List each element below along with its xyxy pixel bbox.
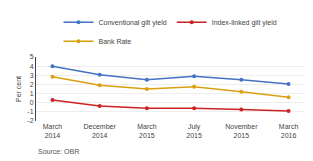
svg-text:2: 2	[30, 81, 34, 88]
svg-text:Conventional gilt yield: Conventional gilt yield	[99, 19, 167, 27]
svg-text:Index-linked gilt yield: Index-linked gilt yield	[212, 19, 277, 27]
svg-text:Per cent: Per cent	[15, 76, 22, 102]
svg-text:March2016: March2016	[279, 123, 299, 139]
svg-text:-2: -2	[27, 117, 33, 124]
svg-text:3: 3	[30, 72, 34, 79]
svg-text:March2015: March2015	[137, 123, 157, 139]
svg-text:November2015: November2015	[225, 123, 258, 139]
svg-text:0: 0	[30, 99, 34, 106]
svg-text:July2015: July2015	[186, 123, 202, 139]
svg-text:December2014: December2014	[84, 123, 117, 139]
svg-text:1: 1	[30, 90, 34, 97]
svg-text:Source: OBR: Source: OBR	[38, 148, 79, 155]
svg-text:-1: -1	[27, 108, 33, 115]
svg-text:Bank Rate: Bank Rate	[99, 38, 132, 45]
svg-text:4: 4	[30, 63, 34, 70]
svg-text:March2014: March2014	[43, 123, 63, 139]
svg-text:5: 5	[30, 53, 34, 60]
